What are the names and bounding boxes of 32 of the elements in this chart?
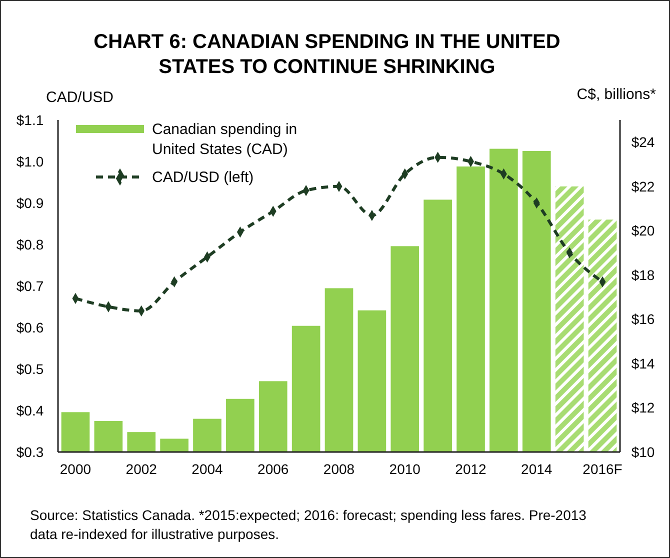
x-tick-label: 2008 — [323, 461, 355, 477]
x-tick-label: 2002 — [126, 461, 158, 477]
y2-tick-label: $10 — [631, 444, 655, 460]
x-tick-label: 2014 — [521, 461, 552, 477]
y-tick-label: $1.1 — [16, 112, 44, 128]
y-tick-label: $0.6 — [16, 319, 44, 336]
x-tick-label: 2006 — [258, 461, 289, 477]
y-tick-label: $1.0 — [16, 153, 44, 170]
y-tick-label: $0.7 — [16, 278, 44, 294]
legend-label: Canadian spending in United States (CAD) — [152, 121, 298, 158]
y-tick-label: $0.5 — [16, 360, 44, 377]
y2-tick-label: $16 — [631, 311, 655, 328]
x-tick-label: 2010 — [389, 461, 421, 477]
y2-tick-label: $24 — [631, 134, 655, 150]
y2-tick-label: $12 — [631, 400, 655, 416]
x-tick-label: 2012 — [455, 461, 487, 477]
y2-tick-label: $20 — [631, 222, 655, 239]
source-note: Source: Statistics Canada. *2015:expected; 2016: forecast; spending less fares. Pre-2013 data re-indexed for illustrative purposes. — [30, 507, 587, 542]
y2-tick-label: $18 — [631, 266, 655, 283]
y-tick-label: $0.8 — [16, 236, 44, 252]
x-tick-label: 2004 — [192, 461, 224, 477]
y-tick-label: $0.4 — [16, 402, 44, 418]
x-tick-label: 2016F — [582, 461, 622, 477]
y-tick-label: $0.3 — [16, 444, 44, 460]
legend-label: CAD/USD (left) — [152, 169, 254, 186]
x-tick-label: 2000 — [60, 461, 92, 477]
y2-tick-label: $14 — [631, 355, 655, 372]
y-axis-title: CAD/USD — [46, 89, 114, 106]
y-tick-label: $0.9 — [16, 194, 44, 211]
y2-axis-title: C$, billions* — [576, 86, 656, 103]
chart-title: CHART 6: CANADIAN SPENDING IN THE UNITED STATES TO CONTINUE SHRINKING — [94, 31, 560, 78]
y2-tick-label: $22 — [631, 178, 655, 194]
